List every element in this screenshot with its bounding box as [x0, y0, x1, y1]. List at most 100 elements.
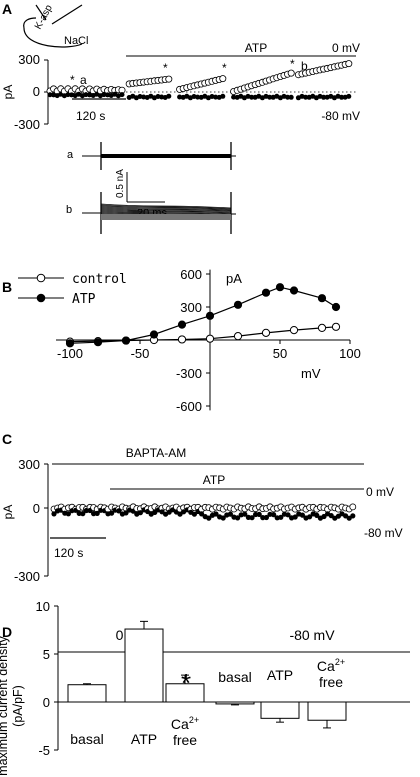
trace-80mv-point — [299, 512, 305, 518]
iv-y-tick-label: -600 — [176, 399, 202, 414]
trace-80mv-point — [321, 513, 327, 520]
trace-80mv-point — [256, 511, 262, 517]
bapta-label: BAPTA-AM — [126, 446, 186, 460]
panel-a-label: A — [2, 1, 12, 17]
trace-80mv-point — [328, 513, 334, 519]
trace-80mv-point — [249, 94, 255, 100]
panel-a-star: * — [70, 73, 75, 87]
panel-a-0mv-label: 0 mV — [332, 41, 360, 55]
significance-asterisk: * — [181, 668, 191, 698]
trace-80mv-point — [220, 515, 226, 521]
trace-80mv-point — [267, 94, 273, 100]
trace-80mv-point — [292, 514, 298, 520]
panel-c-atp-label: ATP — [203, 473, 225, 487]
pipette-solution-label: K-asp — [33, 3, 55, 32]
bar — [260, 701, 300, 719]
bar-category-label: Ca2+ — [171, 715, 199, 732]
panel-c-y-tick-300: 300 — [18, 457, 40, 472]
bath-solution-label: NaCl — [64, 35, 88, 47]
trace-80mv-point — [119, 92, 125, 98]
iv-point-control — [331, 322, 341, 331]
iv-point-ATP — [121, 336, 131, 345]
trace-80mv-point — [285, 94, 291, 100]
iv-chart: -100 -50 50 100 600 300 -300 -600 pA mV control ATP — [18, 267, 361, 414]
iv-point-ATP — [177, 320, 187, 329]
marker-b: b — [301, 59, 308, 73]
trace-80mv-point — [94, 510, 100, 516]
iv-x-tick-label: -100 — [57, 346, 83, 361]
trace-0mv-point — [165, 75, 173, 83]
trace-80mv-point — [307, 514, 313, 520]
trace-80mv-point — [235, 515, 241, 521]
iv-point-ATP — [275, 283, 285, 292]
trace-0mv-point — [349, 503, 357, 511]
iv-point-ATP — [65, 339, 75, 348]
trace-b-sweep — [100, 209, 232, 214]
bar-y-label: maximum current density(pA/pF) — [0, 635, 25, 775]
legend-marker — [36, 293, 46, 303]
trace-80mv-point — [227, 511, 233, 517]
bar-y-tick-label: 0 — [43, 695, 50, 710]
bar-y-tick-label: 10 — [36, 599, 50, 614]
bar — [67, 684, 107, 703]
trace-b-sweep — [100, 210, 232, 215]
iv-y-unit: pA — [226, 271, 242, 286]
trace-a — [82, 142, 236, 170]
bar — [215, 701, 255, 705]
trace-80mv-point — [191, 511, 197, 517]
iv-series-line — [69, 286, 337, 344]
trace-80mv-point — [339, 94, 345, 100]
trace-80mv-point — [109, 510, 115, 516]
iv-x-tick-label: 100 — [339, 346, 361, 361]
panel-a-y-tick-neg300: -300 — [14, 117, 40, 132]
trace-80mv-point — [271, 511, 277, 518]
legend-marker — [36, 273, 46, 283]
trace-a-label: a — [67, 149, 74, 161]
bar-category-label-line2: free — [173, 732, 197, 748]
bar-category-label: basal — [218, 669, 251, 685]
panel-a-star: * — [163, 61, 168, 75]
trace-0mv-point — [345, 60, 353, 68]
scale-current-label: 0.5 nA — [115, 169, 126, 198]
trace-80mv-point — [220, 93, 226, 99]
panel-a-star: * — [290, 57, 295, 71]
trace-80mv-point — [51, 511, 57, 517]
trace-80mv-point — [242, 511, 248, 517]
iv-point-control — [289, 326, 299, 335]
trace-80mv-point — [303, 94, 309, 100]
panel-a-y-axis: 300 0 -300 pA — [1, 52, 49, 132]
trace-b-sweep — [100, 203, 232, 209]
current-traces: a 0.5 nA 20 ms b — [66, 142, 236, 234]
trace-b-sweep — [100, 207, 232, 212]
trace-b-sweep — [100, 205, 232, 211]
cell-schematic: K-asp NaCl — [23, 3, 88, 48]
trace-80mv-point — [213, 94, 219, 100]
panel-a-y-tick-300: 300 — [18, 52, 40, 67]
trace-80mv-point — [195, 94, 201, 100]
panel-b-label: B — [2, 279, 12, 295]
iv-y-tick-label: 300 — [180, 300, 202, 315]
trace-80mv-point — [231, 94, 237, 100]
bar-category-label: basal — [70, 731, 103, 747]
bar — [307, 701, 347, 721]
iv-point-ATP — [261, 288, 271, 297]
panel-a-time-scale-label: 120 s — [76, 109, 105, 123]
panel-c: C 300 0 -300 pA BAPTA-AM ATP 0 mV -80 mV… — [1, 431, 403, 584]
trace-80mv-point — [263, 514, 269, 521]
panel-a-time-course — [46, 60, 353, 101]
iv-point-ATP — [233, 300, 243, 309]
panel-c-y-axis: 300 0 -300 pA — [1, 457, 49, 584]
panel-b: B -100 -50 50 100 600 300 -300 -600 pA mV control A… — [2, 267, 361, 414]
trace-80mv-point — [199, 511, 205, 517]
trace-b-label: b — [66, 204, 72, 216]
panel-c-y-tick-0: 0 — [33, 501, 40, 516]
trace-80mv-point — [288, 94, 294, 100]
panel-a-y-unit: pA — [1, 85, 15, 100]
trace-0mv-point — [219, 75, 227, 83]
iv-point-ATP — [93, 338, 103, 347]
trace-80mv-point — [213, 511, 219, 517]
trace-b-sweep — [100, 208, 232, 213]
trace-80mv-point — [285, 512, 291, 518]
